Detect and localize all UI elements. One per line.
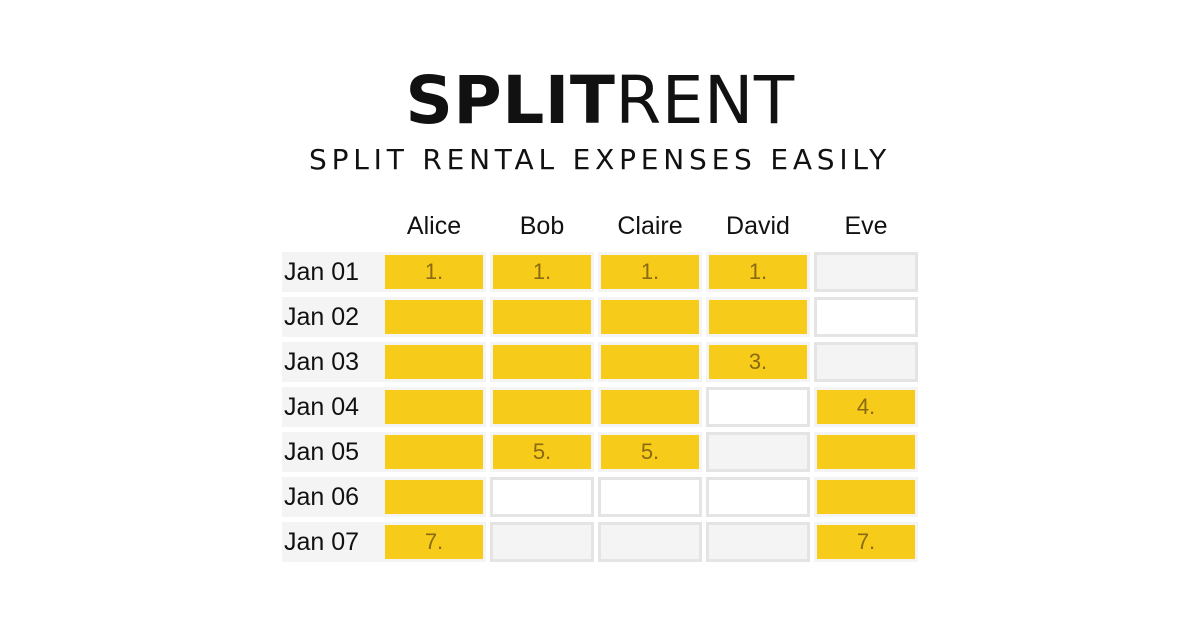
column-header-bob: Bob (519, 212, 565, 240)
row-label: Jan 07 (282, 522, 382, 562)
schedule-cell-alice[interactable] (382, 387, 486, 427)
schedule-cell-alice[interactable] (382, 297, 486, 337)
schedule-cell-david[interactable] (706, 522, 810, 562)
schedule-cell-claire[interactable] (598, 477, 702, 517)
schedule-cell-alice[interactable]: 7. (382, 522, 486, 562)
row-label: Jan 04 (282, 387, 382, 427)
row-label: Jan 01 (282, 252, 382, 292)
schedule-cell-bob[interactable] (490, 477, 594, 517)
schedule-cell-alice[interactable] (382, 477, 486, 517)
schedule-cell-claire[interactable] (598, 297, 702, 337)
schedule-cell-bob[interactable]: 5. (490, 432, 594, 472)
schedule-cell-bob[interactable] (490, 297, 594, 337)
schedule-cell-claire[interactable] (598, 387, 702, 427)
schedule-cell-bob[interactable] (490, 522, 594, 562)
schedule-cell-david[interactable] (706, 432, 810, 472)
schedule-cell-bob[interactable]: 1. (490, 252, 594, 292)
schedule-cell-eve[interactable] (814, 297, 918, 337)
schedule-cell-eve[interactable]: 7. (814, 522, 918, 562)
row-label: Jan 05 (282, 432, 382, 472)
column-header-eve: Eve (844, 212, 888, 240)
column-header-alice: Alice (406, 212, 462, 240)
schedule-cell-alice[interactable] (382, 342, 486, 382)
schedule-cell-alice[interactable]: 1. (382, 252, 486, 292)
app-subtitle: SPLIT RENTAL EXPENSES EASILY (309, 143, 891, 176)
schedule-cell-david[interactable]: 3. (706, 342, 810, 382)
schedule-cell-claire[interactable]: 5. (598, 432, 702, 472)
schedule-cell-david[interactable] (706, 297, 810, 337)
row-label: Jan 02 (282, 297, 382, 337)
schedule-cell-eve[interactable] (814, 252, 918, 292)
schedule-cell-david[interactable]: 1. (706, 252, 810, 292)
app-title-light: RENT (615, 62, 795, 139)
schedule-cell-david[interactable] (706, 387, 810, 427)
schedule-cell-bob[interactable] (490, 342, 594, 382)
schedule-cell-claire[interactable] (598, 522, 702, 562)
column-header-david: David (726, 212, 790, 240)
schedule-cell-eve[interactable]: 4. (814, 387, 918, 427)
app-title-bold: SPLIT (405, 62, 616, 139)
schedule-cell-claire[interactable] (598, 342, 702, 382)
app-title: SPLITRENT (0, 64, 1200, 138)
schedule-cell-bob[interactable] (490, 387, 594, 427)
schedule-cell-eve[interactable] (814, 432, 918, 472)
column-header-claire: Claire (617, 212, 683, 240)
schedule-cell-alice[interactable] (382, 432, 486, 472)
schedule-cell-eve[interactable] (814, 477, 918, 517)
row-label: Jan 06 (282, 477, 382, 517)
row-label: Jan 03 (282, 342, 382, 382)
schedule-cell-david[interactable] (706, 477, 810, 517)
schedule-cell-claire[interactable]: 1. (598, 252, 702, 292)
schedule-cell-eve[interactable] (814, 342, 918, 382)
